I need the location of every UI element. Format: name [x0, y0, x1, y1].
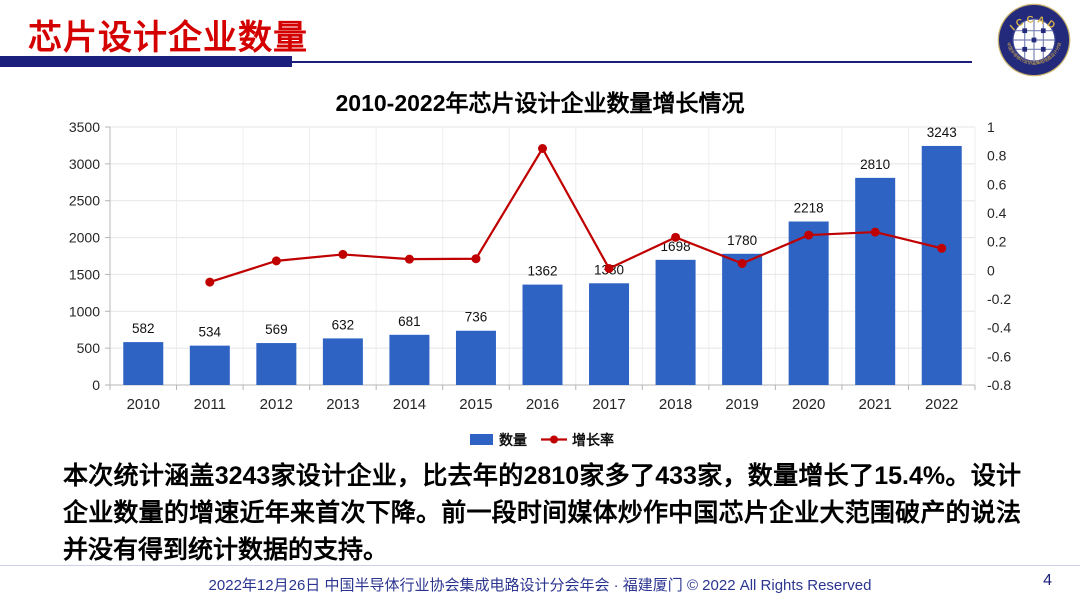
growth-rate-marker — [538, 144, 547, 153]
footer-credit: 2022年12月26日 中国半导体行业协会集成电路设计分会年会 · 福建厦门 ©… — [208, 577, 872, 594]
x-axis-label: 2011 — [194, 396, 226, 413]
chart-canvas: 0 500 1000 1500 2000 2500 3000 3500 1 0.8 0.6 0.4 0.… — [69, 119, 1011, 448]
y-axis-label: 1000 — [69, 303, 100, 319]
x-axis-label: 2015 — [459, 396, 492, 413]
growth-rate-marker — [404, 254, 414, 264]
growth-rate-marker — [937, 243, 947, 253]
growth-rate-marker — [271, 256, 281, 266]
y-axis-label: 3000 — [69, 156, 100, 172]
secondary-y-axis-label: -0.2 — [987, 291, 1011, 307]
x-axis-label: 2022 — [925, 396, 958, 413]
bar-value-label: 632 — [332, 317, 355, 332]
bar-2012 — [256, 343, 297, 385]
y-axis-label: 1500 — [69, 266, 100, 282]
legend-marker-sample — [550, 435, 558, 444]
logo-grid-dots — [1022, 28, 1046, 52]
bar-2018 — [655, 259, 696, 385]
x-axis-label: 2017 — [592, 396, 625, 413]
secondary-y-axis-label: 0.8 — [987, 148, 1007, 164]
bar-2019 — [722, 253, 763, 385]
page-number: 4 — [1043, 572, 1052, 589]
title-underline-thick — [0, 56, 292, 67]
legend-label-growth-rate: 增长率 — [572, 432, 614, 448]
bar-2022 — [921, 145, 962, 385]
title-underline-thin — [292, 61, 972, 63]
bar-value-label: 582 — [132, 321, 155, 336]
bar-value-label: 1780 — [727, 233, 757, 248]
y-axis-label: 2000 — [69, 230, 100, 246]
legend-label-quantity: 数量 — [499, 432, 527, 448]
bar-value-label: 569 — [265, 322, 288, 337]
bar-2015 — [455, 330, 496, 385]
growth-rate-marker — [471, 254, 481, 264]
y-axis-label: 500 — [77, 340, 101, 356]
secondary-y-axis-label: 0 — [987, 262, 995, 278]
growth-rate-marker — [604, 263, 614, 273]
bar-2011 — [189, 345, 230, 385]
y-axis-label: 2500 — [69, 193, 100, 209]
growth-rate-line — [209, 146, 942, 284]
growth-rate-marker — [804, 230, 814, 240]
growth-rate-marker — [671, 232, 681, 242]
bar-value-label: 2810 — [860, 157, 890, 172]
bar-value-label: 1362 — [527, 264, 557, 279]
logo-grid — [1013, 19, 1055, 61]
bar-value-label: 681 — [398, 314, 421, 329]
bar-value-label: 2218 — [794, 201, 824, 216]
x-axis-label: 2020 — [792, 396, 825, 413]
x-axis-label: 2019 — [725, 396, 758, 413]
x-axis-label: 2013 — [326, 396, 359, 413]
chart-area: 0 500 1000 1500 2000 2500 3000 3500 1 0.8 0.6 0.4 0.… — [0, 113, 1080, 453]
x-axis-label: 2018 — [659, 396, 692, 413]
growth-rate-marker — [870, 227, 880, 237]
secondary-y-axis-label: 0.4 — [987, 205, 1007, 221]
secondary-y-axis-label: -0.4 — [987, 320, 1011, 336]
growth-rate-marker — [338, 249, 348, 259]
x-axis-label: 2012 — [260, 396, 293, 413]
growth-rate-marker — [205, 277, 215, 287]
bar-value-label: 3243 — [927, 125, 957, 140]
bar-2020 — [788, 221, 829, 385]
growth-rate-marker — [737, 258, 747, 268]
bar-2013 — [322, 338, 363, 385]
secondary-y-axis-label: 0.6 — [987, 176, 1007, 192]
secondary-y-axis-label: 1 — [987, 119, 995, 135]
x-axis-label: 2021 — [859, 396, 892, 413]
legend-swatch-bars — [470, 434, 493, 445]
footer-divider — [0, 565, 1080, 566]
bar-value-label: 1698 — [661, 239, 691, 254]
summary-paragraph: 本次统计涵盖3243家设计企业，比去年的2810家多了433家，数量增长了15.… — [63, 462, 1021, 564]
iccad-logo-icon: ICCAD 中国半导体行业协会集成电路设计分会 — [997, 3, 1071, 77]
y-axis-label: 3500 — [69, 119, 100, 135]
bar-2014 — [389, 334, 430, 385]
page-title: 芯片设计企业数量 — [28, 19, 308, 57]
secondary-y-axis-label: -0.8 — [987, 377, 1011, 393]
secondary-y-axis-label: 0.2 — [987, 234, 1007, 250]
secondary-y-axis-label: -0.6 — [987, 348, 1011, 364]
bar-value-label: 534 — [199, 325, 222, 340]
x-axis-label: 2010 — [127, 396, 160, 413]
bar-2017 — [589, 283, 630, 385]
bar-2021 — [855, 177, 896, 385]
bar-value-label: 736 — [465, 310, 488, 325]
bar-2016 — [522, 284, 563, 385]
x-axis-label: 2016 — [526, 396, 559, 413]
y-axis-label: 0 — [92, 377, 100, 393]
chart-title: 2010-2022年芯片设计企业数量增长情况 — [335, 90, 745, 116]
x-axis-label: 2014 — [393, 396, 426, 413]
bar-2010 — [123, 342, 164, 385]
